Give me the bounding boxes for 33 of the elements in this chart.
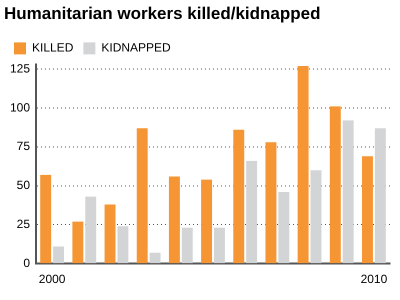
y-tick-label: 0 [23,256,30,270]
bar [85,196,96,264]
bar [182,228,193,264]
y-tick-label: 50 [16,178,30,192]
bar [330,106,341,264]
bar [117,226,128,264]
legend-label: KIDNAPPED [101,40,172,55]
bar [265,142,276,264]
y-tick-label: 125 [10,61,30,76]
bar [214,228,225,264]
bar [72,222,84,264]
bar [136,128,148,264]
bar [374,128,386,264]
bar [246,160,258,264]
bar [310,170,322,264]
chart-title: Humanitarian workers killed/kidnapped [4,4,320,23]
bar [342,120,354,264]
x-tick-label: 2010 [360,272,388,286]
y-tick-label: 25 [16,217,30,232]
y-tick-label: 75 [16,139,30,154]
bar [150,252,161,264]
bar [104,204,116,264]
bar [362,156,373,264]
x-tick-label: 2000 [38,272,66,286]
legend-label: KILLED [32,40,74,55]
bar [298,66,309,264]
bar [278,192,290,264]
bar [233,130,244,264]
bar [53,246,64,264]
y-tick-label: 100 [10,100,30,114]
bar [168,176,180,264]
bar [40,174,52,264]
bar [201,180,212,264]
